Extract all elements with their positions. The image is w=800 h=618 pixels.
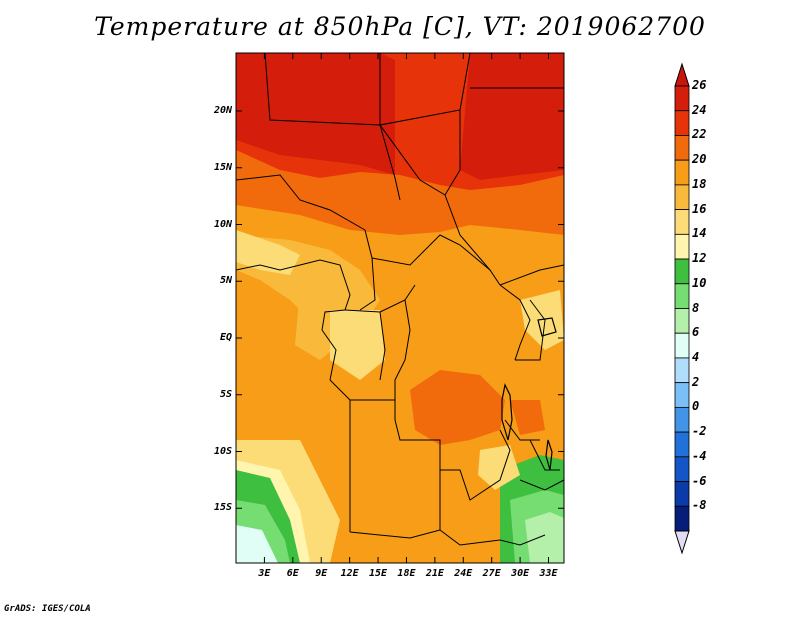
- temp-region-hot-22-24-coast: [510, 400, 545, 435]
- temperature-field: [236, 53, 564, 563]
- colorbar-level-label: 10: [692, 275, 707, 290]
- temp-region-mild-16-18-centre: [330, 310, 385, 380]
- border-line-8: [371, 234, 501, 286]
- temp-region-hot-26-plus: [236, 53, 395, 175]
- border-line-16: [379, 311, 386, 381]
- colorbar-swatch: [674, 283, 690, 309]
- border-line-15: [344, 284, 416, 313]
- lat-label: 5S: [219, 388, 232, 400]
- map-frame: [235, 52, 565, 564]
- border-line-4: [444, 110, 461, 196]
- border-line-10: [444, 194, 491, 271]
- border-line-24: [504, 419, 540, 441]
- lon-label: 9E: [315, 568, 328, 579]
- lat-label: 10S: [213, 445, 232, 457]
- colorbar-swatch: [674, 258, 690, 285]
- border-line-27: [499, 534, 546, 546]
- colorbar-swatch: [674, 505, 690, 532]
- border-line-13: [299, 259, 351, 311]
- temp-region-mild-16-18-north: [236, 230, 300, 275]
- temp-region-hot-22-24-south: [410, 370, 505, 445]
- chart-title: Temperature at 850hPa [C], VT: 201906270…: [94, 12, 706, 41]
- colorbar-swatch: [674, 406, 690, 433]
- colorbar-level-label: 18: [692, 176, 707, 191]
- lon-label: 3E: [258, 568, 271, 579]
- colorbar-level-label: 14: [692, 226, 707, 241]
- colorbar-swatch: [674, 209, 690, 235]
- lat-label: 10N: [213, 218, 232, 230]
- border-line-7: [359, 229, 376, 311]
- colorbar-swatch: [674, 481, 690, 507]
- lake-malawi: [545, 439, 553, 471]
- colorbar: [674, 62, 690, 555]
- temp-region-warm-20-22-west: [236, 330, 320, 440]
- colorbar-swatch: [674, 332, 690, 359]
- border-line-22: [439, 529, 501, 546]
- lake-tanganyika: [501, 383, 513, 441]
- border-line-14: [321, 309, 346, 381]
- colorbar-under-arrow: [674, 530, 690, 555]
- lon-label: 21E: [425, 568, 444, 579]
- lat-label: 15N: [213, 161, 232, 173]
- border-line-23: [515, 299, 546, 361]
- temp-region-green-8-10-east: [525, 512, 564, 563]
- lon-label: 18E: [397, 568, 416, 579]
- lake-victoria: [537, 317, 557, 337]
- colorbar-swatch: [674, 159, 690, 186]
- colorbar-swatch: [674, 431, 690, 458]
- lon-label: 6E: [286, 568, 299, 579]
- temp-region-hot-26-plus-east: [460, 53, 564, 180]
- border-line-19: [440, 429, 511, 501]
- colorbar-swatch: [674, 357, 690, 384]
- temp-region-mild-16-18-east-south: [478, 445, 520, 490]
- credit-text: GrADS: IGES/COLA: [4, 604, 91, 614]
- temp-region-cool-8-10-southwest: [236, 525, 278, 563]
- colorbar-swatch: [674, 456, 690, 482]
- border-line-11: [499, 284, 531, 361]
- lon-label: 27E: [482, 568, 501, 579]
- colorbar-level-label: 4: [692, 349, 700, 364]
- lat-label: EQ: [219, 332, 232, 343]
- lon-label: 12E: [340, 568, 359, 579]
- colorbar-level-label: -4: [692, 448, 707, 463]
- colorbar-level-label: 2: [692, 374, 700, 389]
- border-line-2: [379, 53, 446, 196]
- colorbar-level-label: 8: [692, 300, 700, 315]
- lon-label: 33E: [539, 568, 558, 579]
- colorbar-swatch: [674, 85, 690, 112]
- border-line-9: [499, 264, 564, 286]
- colorbar-swatch: [674, 184, 690, 211]
- border-line-6: [236, 174, 366, 231]
- lon-label: 24E: [454, 568, 473, 579]
- colorbar-level-label: -2: [692, 424, 707, 439]
- lat-label: 20N: [213, 105, 232, 116]
- lon-label: 15E: [369, 568, 388, 579]
- colorbar-level-label: 22: [692, 127, 707, 142]
- lat-label: 5N: [219, 275, 232, 287]
- border-line-20: [349, 470, 441, 539]
- colorbar-level-label: -6: [692, 473, 707, 488]
- colorbar-level-label: 12: [692, 251, 707, 266]
- colorbar-swatch: [674, 233, 690, 260]
- border-line-25: [529, 439, 560, 471]
- colorbar-level-label: 16: [692, 201, 707, 216]
- colorbar-level-label: 6: [692, 325, 700, 340]
- colorbar-swatch: [674, 308, 690, 334]
- colorbar-swatch: [674, 382, 690, 408]
- colorbar-level-label: -8: [692, 498, 707, 513]
- colorbar-level-label: 24: [692, 102, 707, 117]
- axis-ticks: [236, 53, 564, 563]
- colorbar-level-label: 20: [692, 152, 707, 167]
- country-borders: [236, 53, 564, 546]
- border-line-12: [236, 264, 301, 271]
- lon-label: 30E: [511, 568, 530, 579]
- colorbar-swatch: [674, 135, 690, 161]
- border-line-26: [519, 479, 564, 491]
- colorbar-over-arrow: [674, 62, 690, 87]
- lat-label: 15S: [213, 502, 232, 514]
- colorbar-level-label: 26: [692, 78, 707, 92]
- colorbar-swatch: [674, 110, 690, 136]
- colorbar-level-label: 0: [692, 399, 700, 414]
